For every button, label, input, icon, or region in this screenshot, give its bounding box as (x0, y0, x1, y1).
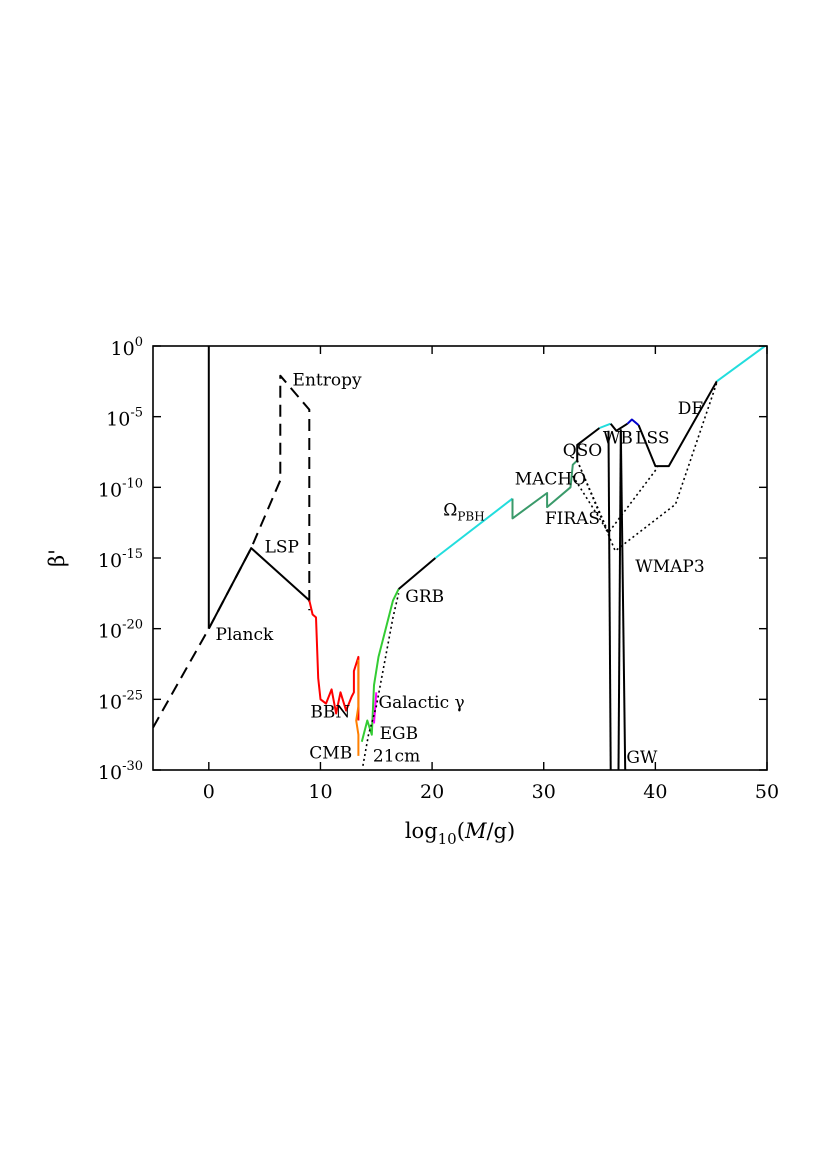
annotation-label: FIRAS (545, 509, 600, 529)
annotation-label: 21cm (373, 747, 420, 767)
series-line-12 (599, 422, 612, 429)
series-line-21 (576, 382, 718, 552)
y-tick-label: 10-25 (98, 688, 143, 713)
series-line-14 (626, 418, 640, 426)
series-line-13 (609, 422, 629, 432)
series-line-22 (572, 475, 610, 534)
x-tick-label: 50 (755, 781, 779, 803)
series-line-10 (511, 459, 578, 520)
y-tick-label: 10-10 (98, 476, 143, 501)
tick-layer: 0 10 20 30 40 50 100 10-5 10-10 10-15 10-20 10-25 10… (98, 335, 779, 803)
series-line-8 (397, 557, 437, 590)
x-tick-label: 0 (203, 781, 215, 803)
y-axis-title: β' (45, 549, 69, 567)
annotation-label: CMB (309, 744, 352, 764)
series-layer (153, 346, 767, 770)
x-axis-title-sub: 10 (438, 830, 457, 848)
x-axis-title-main: log (405, 819, 438, 843)
series-line-9 (434, 497, 514, 559)
annotation-label: Galactic γ (379, 693, 465, 713)
x-axis-title-italic: M (464, 819, 487, 843)
x-axis-title-rest: ( (457, 819, 465, 843)
annotation-label: GW (626, 748, 658, 768)
series-line-4 (355, 659, 360, 756)
series-line-16 (716, 346, 767, 383)
x-tick-label: 30 (532, 781, 556, 803)
y-tick-label: 100 (111, 335, 143, 360)
y-tick-label: 10-20 (98, 618, 143, 643)
series-line-11 (576, 427, 601, 462)
annotation-label: MACHO (515, 470, 586, 490)
series-line-2 (207, 547, 310, 630)
annotation-label: EGB (380, 724, 418, 744)
annotation-layer: Entropy LSP Planck BBN CMB Galactic γ EGB 21cm G… (216, 371, 705, 768)
annotation-label: GRB (405, 587, 444, 607)
y-tick-label: 10-30 (98, 759, 143, 784)
annotation-label: WMAP3 (635, 557, 704, 577)
series-line-15 (637, 380, 718, 468)
annotation-label: WB (603, 429, 633, 449)
annotation-label: LSS (635, 429, 669, 449)
series-line-18 (619, 429, 627, 770)
annotation-label: LSP (265, 537, 299, 557)
annotation-label: Planck (216, 625, 274, 645)
annotation-label: BBN (310, 703, 350, 723)
annotation-label: ΩPBH (443, 501, 484, 524)
annotation-label: DF (678, 399, 704, 419)
series-line-6 (373, 692, 378, 724)
series-line-3 (308, 600, 360, 721)
series-line-17 (607, 430, 612, 770)
annotation-label: QSO (563, 441, 603, 461)
series-line-1 (153, 374, 311, 729)
series-line-5 (360, 588, 400, 742)
x-axis-title: log10(M/g) (405, 819, 515, 848)
series-line-19 (617, 430, 622, 770)
x-tick-label: 40 (643, 781, 667, 803)
x-tick-label: 10 (308, 781, 332, 803)
y-tick-label: 10-15 (98, 547, 143, 572)
series-line-7 (362, 593, 400, 766)
y-tick-label: 10-5 (106, 406, 143, 431)
x-tick-label: 20 (420, 781, 444, 803)
x-axis-title-tail: /g) (486, 819, 515, 843)
annotation-label: Entropy (293, 371, 362, 391)
